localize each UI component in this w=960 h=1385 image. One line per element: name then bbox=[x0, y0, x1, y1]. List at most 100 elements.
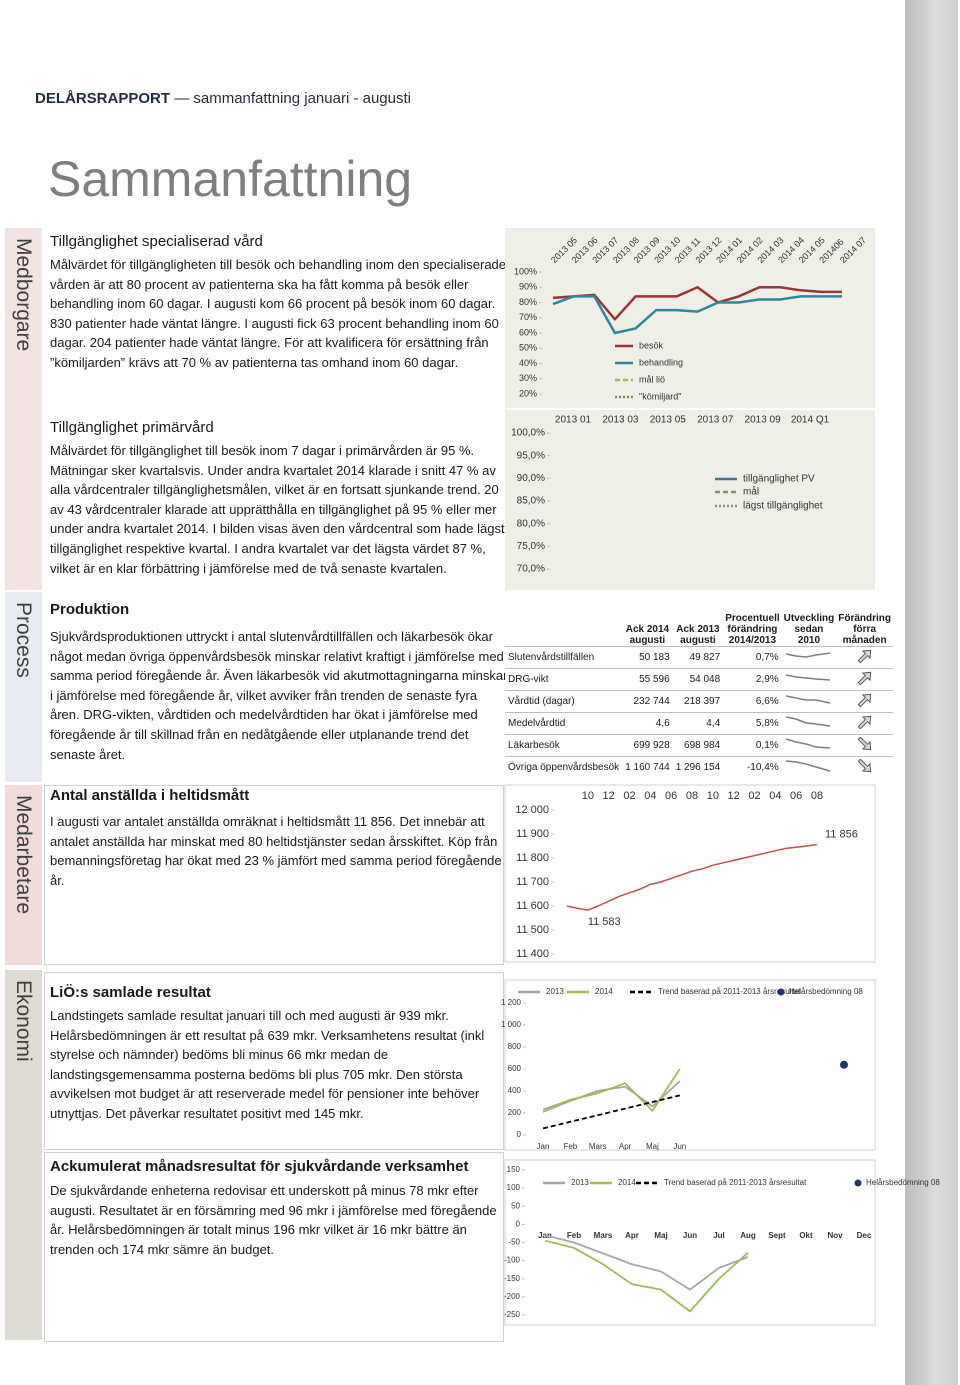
trend-arrow bbox=[857, 736, 871, 751]
sparkline-line bbox=[785, 674, 830, 681]
table-header-row: Ack 2014 augusti Ack 2013 augusti Procentu… bbox=[505, 598, 893, 647]
y-tick-label: 95,0% bbox=[517, 450, 545, 461]
trend-arrow bbox=[857, 715, 871, 730]
y-tick-label: 150 bbox=[507, 1165, 521, 1174]
data-point bbox=[840, 1060, 848, 1069]
section-text: Landstingets samlade resultat januari ti… bbox=[50, 1008, 485, 1121]
x-tick-label: 2013 09 bbox=[745, 415, 782, 426]
table-row: Slutenvårdstillfällen 50 183 49 827 0,7% bbox=[505, 646, 894, 669]
section-heading: Tillgänglighet specialiserad vård bbox=[50, 233, 263, 250]
legend-marker bbox=[854, 1179, 862, 1187]
series-line bbox=[566, 843, 818, 911]
y-tick-label: -50 bbox=[508, 1238, 520, 1247]
x-tick-label: Mars bbox=[594, 1231, 613, 1240]
trend-cell bbox=[781, 756, 837, 778]
sparkline-line bbox=[785, 716, 831, 727]
section-box bbox=[44, 1152, 504, 1342]
table-row: Vårdtid (dagar) 232 744 218 397 6,6% bbox=[505, 690, 894, 713]
section-text: Sjukvårdsproduktionen uttryckt i antal s… bbox=[50, 629, 508, 762]
arrow-cell bbox=[836, 712, 894, 735]
row-label: Slutenvårdstillfällen bbox=[505, 646, 623, 669]
x-tick-label: 08 bbox=[811, 790, 823, 802]
y-tick-label: 12 000 bbox=[515, 804, 549, 816]
trend-cell bbox=[781, 668, 837, 691]
chart-background bbox=[504, 979, 876, 1151]
x-tick-label: 2014 Q1 bbox=[791, 415, 830, 426]
table-value: 49 827 bbox=[672, 646, 724, 669]
y-tick-label: 70,0% bbox=[517, 564, 545, 575]
y-tick-label: 11 400 bbox=[516, 948, 549, 960]
legend-label: lägst tillgänglighet bbox=[743, 501, 823, 512]
trend-arrow bbox=[857, 758, 871, 773]
x-tick-label: 10 bbox=[707, 790, 719, 802]
legend-label: Helårsbedömning 08 bbox=[866, 1178, 940, 1187]
x-tick-label: Jun bbox=[683, 1231, 697, 1240]
legend-marker bbox=[777, 988, 785, 996]
tab: Medborgare bbox=[5, 228, 42, 590]
trend-arrow bbox=[857, 671, 871, 686]
table-value: 2,9% bbox=[723, 668, 782, 691]
x-tick-label: 12 bbox=[603, 790, 615, 802]
trend-arrow bbox=[857, 693, 871, 708]
section-heading: LiÖ:s samlade resultat bbox=[50, 984, 211, 1001]
x-tick-label: 2013 07 bbox=[697, 415, 734, 426]
section-text: I augusti var antalet anställda omräknat… bbox=[50, 814, 502, 888]
table-value: 55 596 bbox=[622, 668, 673, 691]
sparkline-line bbox=[785, 652, 831, 658]
table-header: Förändring förra månaden bbox=[838, 613, 892, 646]
x-tick-label: 02 bbox=[748, 790, 760, 802]
arrow-group bbox=[857, 758, 871, 773]
y-tick-label: 11 600 bbox=[516, 900, 549, 912]
x-tick-label: Aug bbox=[740, 1231, 756, 1240]
row-label: Medelvårdtid bbox=[505, 712, 623, 735]
arrow-group bbox=[857, 693, 871, 708]
value-label: 11 856 bbox=[825, 828, 858, 840]
table-value: 218 397 bbox=[672, 690, 724, 713]
y-tick-label: 11 900 bbox=[516, 828, 549, 840]
x-tick-label: Dec bbox=[857, 1231, 872, 1240]
y-tick-label: 0 bbox=[517, 1130, 522, 1139]
table-header: Utveckling sedan 2010 bbox=[783, 613, 835, 646]
legend-label: 2013 bbox=[571, 1178, 589, 1187]
y-tick-label: 600 bbox=[508, 1064, 522, 1073]
sparkline bbox=[785, 716, 831, 727]
y-tick-label: -200 bbox=[504, 1292, 521, 1301]
section-box bbox=[44, 785, 504, 965]
row-label: Övriga öppenvårdsbesök bbox=[505, 756, 623, 778]
table-value: 6,6% bbox=[723, 690, 782, 713]
arrow-cell bbox=[836, 690, 894, 713]
sparkline-line bbox=[785, 695, 831, 704]
table-value: 0,1% bbox=[723, 734, 782, 757]
table-row: Medelvårdtid 4,6 4,4 5,8% bbox=[505, 712, 894, 735]
x-tick-label: Jul bbox=[713, 1231, 725, 1240]
y-tick-label: -150 bbox=[504, 1274, 521, 1283]
section-heading: Produktion bbox=[50, 601, 130, 618]
y-tick-label: 70% bbox=[519, 312, 537, 322]
legend-label: besök bbox=[639, 340, 664, 350]
x-tick-label: Jan bbox=[537, 1142, 550, 1151]
table-value: 698 984 bbox=[672, 734, 724, 757]
series-line bbox=[552, 295, 842, 335]
series-line bbox=[552, 286, 842, 321]
x-tick-label: Apr bbox=[619, 1142, 632, 1151]
chart-background bbox=[505, 228, 875, 408]
y-tick-label: 75,0% bbox=[517, 541, 545, 552]
table-corner bbox=[505, 598, 622, 647]
x-tick-label: 2013 01 bbox=[555, 415, 592, 426]
legend-label: Trend baserad på 2011-2013 årsresultat bbox=[664, 1178, 807, 1187]
legend-label: mål liö bbox=[639, 374, 665, 384]
series-line bbox=[544, 1234, 749, 1291]
row-label: Läkarbesök bbox=[505, 734, 623, 757]
y-tick-label: -250 bbox=[504, 1310, 521, 1319]
y-tick-label: 90,0% bbox=[517, 473, 545, 484]
production-table: Ack 2014 augusti Ack 2013 augusti Procentu… bbox=[505, 598, 894, 778]
y-tick-label: 50 bbox=[511, 1201, 520, 1210]
x-tick-label: Nov bbox=[827, 1231, 843, 1240]
y-tick-label: 80% bbox=[519, 297, 537, 307]
series-line bbox=[542, 1068, 681, 1112]
table-value: 1 296 154 bbox=[672, 756, 724, 778]
section-text: De sjukvårdande enheterna redovisar ett … bbox=[50, 1183, 497, 1257]
legend-label: 2014 bbox=[618, 1178, 636, 1187]
